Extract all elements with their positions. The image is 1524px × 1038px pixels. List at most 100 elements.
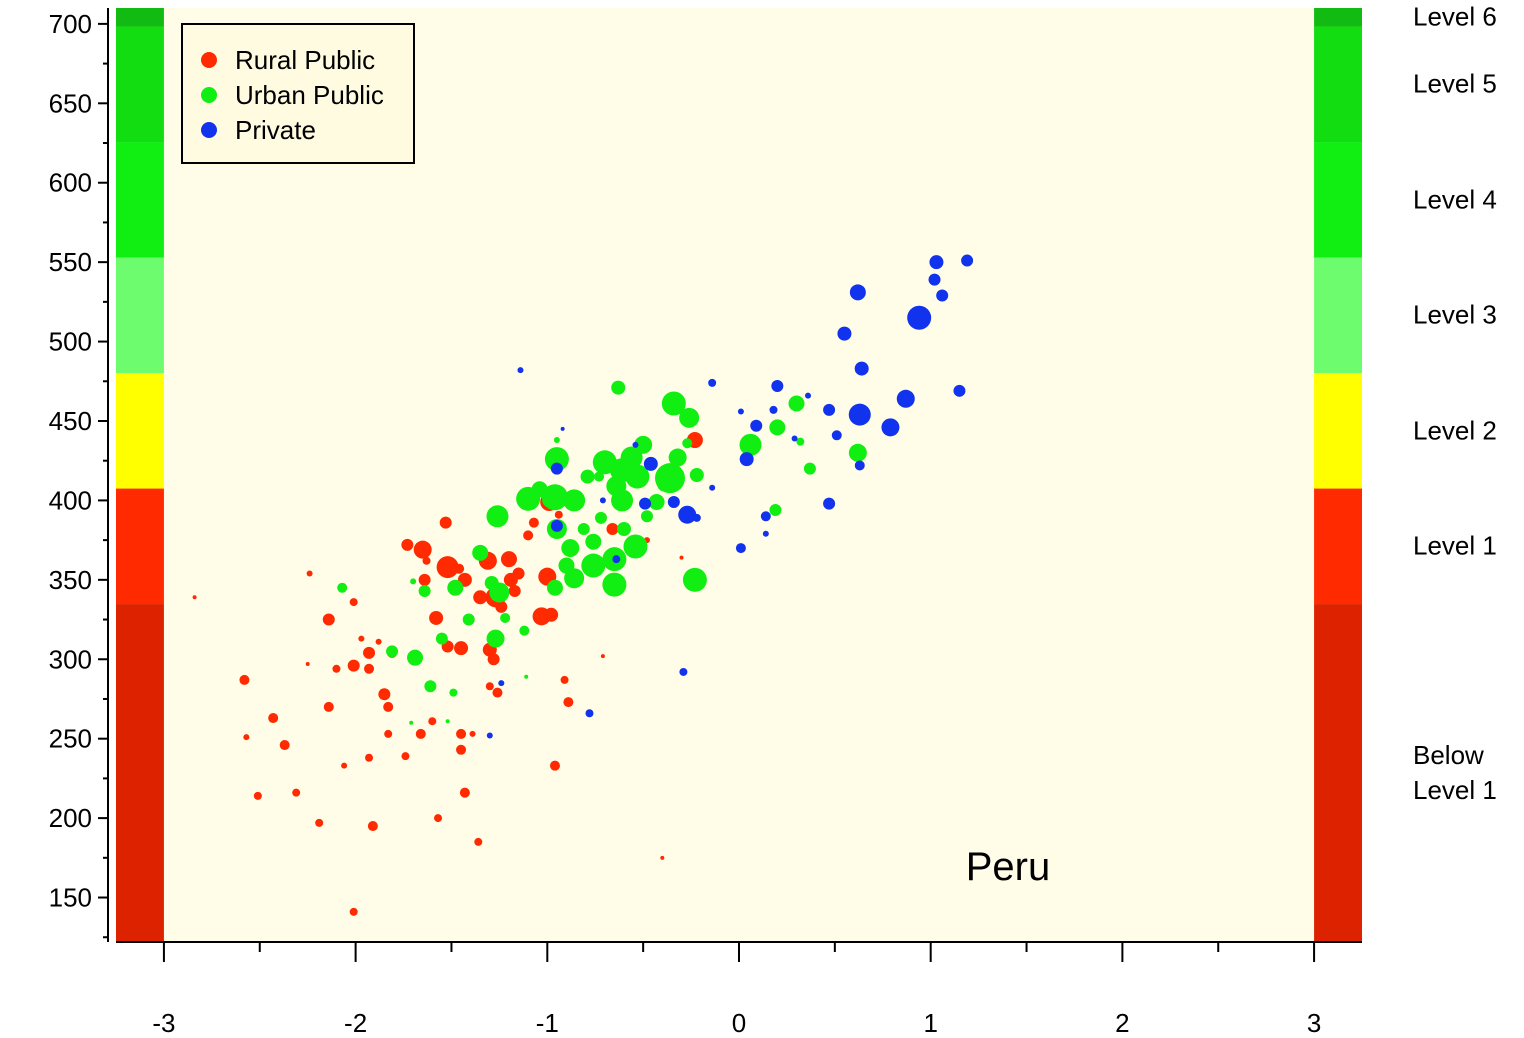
- data-point: [486, 732, 493, 739]
- data-point: [643, 456, 658, 471]
- data-point: [560, 426, 565, 431]
- data-point: [849, 284, 866, 301]
- data-point: [791, 435, 798, 442]
- data-point: [554, 510, 563, 519]
- data-point: [424, 680, 437, 693]
- data-point: [292, 788, 301, 797]
- data-point: [337, 582, 348, 593]
- level-band: [116, 257, 164, 374]
- data-point: [682, 438, 693, 449]
- data-point: [678, 505, 697, 524]
- data-point: [279, 740, 290, 751]
- data-point: [384, 729, 393, 738]
- data-point: [611, 489, 634, 512]
- band-label: Level 1: [1413, 530, 1497, 561]
- level-band: [1314, 488, 1362, 605]
- band-label: Level 2: [1413, 415, 1497, 446]
- y-tick-label: 650: [49, 88, 92, 118]
- data-point: [486, 505, 509, 528]
- band-label: Level 3: [1413, 299, 1497, 330]
- data-point: [544, 607, 559, 622]
- data-point: [769, 503, 782, 516]
- x-tick-label: -3: [152, 1008, 175, 1038]
- data-point: [489, 582, 510, 603]
- level-band: [1314, 26, 1362, 143]
- data-point: [413, 540, 432, 559]
- level-band: [116, 26, 164, 143]
- data-point: [512, 567, 525, 580]
- level-band: [116, 488, 164, 605]
- data-point: [788, 395, 805, 412]
- data-point: [429, 610, 444, 625]
- data-point: [401, 752, 410, 761]
- data-point: [550, 519, 563, 532]
- data-point: [769, 405, 778, 414]
- x-tick-label: 1: [923, 1008, 937, 1038]
- data-point: [517, 367, 524, 374]
- legend-marker: [201, 122, 217, 138]
- level-band: [116, 373, 164, 489]
- level-band: [1314, 257, 1362, 374]
- data-point: [823, 403, 836, 416]
- data-point: [639, 497, 652, 510]
- data-point: [907, 305, 932, 330]
- data-point: [600, 654, 605, 659]
- y-tick-label: 150: [49, 883, 92, 913]
- data-point: [253, 791, 262, 800]
- data-point: [367, 821, 378, 832]
- data-point: [415, 728, 426, 739]
- data-point: [953, 384, 966, 397]
- band-label: Level 5: [1413, 68, 1497, 99]
- legend-label: Private: [235, 115, 316, 145]
- data-point: [383, 701, 394, 712]
- level-band: [116, 604, 164, 942]
- data-point: [585, 533, 602, 550]
- data-point: [611, 380, 626, 395]
- data-point: [439, 516, 452, 529]
- data-point: [640, 510, 653, 523]
- data-point: [549, 760, 560, 771]
- data-point: [363, 646, 376, 659]
- data-point: [848, 443, 867, 462]
- x-tick-label: -1: [536, 1008, 559, 1038]
- data-point: [553, 437, 560, 444]
- data-point: [315, 818, 324, 827]
- data-point: [771, 380, 784, 393]
- data-point: [500, 551, 517, 568]
- data-point: [500, 612, 511, 623]
- data-point: [469, 730, 476, 737]
- x-tick-label: -2: [344, 1008, 367, 1038]
- data-point: [831, 430, 842, 441]
- data-point: [365, 753, 374, 762]
- legend-label: Urban Public: [235, 80, 384, 110]
- x-tick-label: 0: [732, 1008, 746, 1038]
- data-point: [485, 682, 494, 691]
- level-band: [1314, 373, 1362, 489]
- data-point: [524, 674, 529, 679]
- data-point: [364, 663, 375, 674]
- data-point: [594, 471, 605, 482]
- data-point: [560, 675, 569, 684]
- data-point: [305, 662, 310, 667]
- data-point: [487, 653, 500, 666]
- data-point: [708, 378, 717, 387]
- data-point: [544, 447, 569, 472]
- data-point: [349, 598, 358, 607]
- data-point: [550, 462, 563, 475]
- data-point: [492, 687, 503, 698]
- data-point: [602, 572, 627, 597]
- data-point: [679, 555, 684, 560]
- data-point: [769, 419, 786, 436]
- level-band: [116, 142, 164, 258]
- level-band: [116, 8, 164, 27]
- x-tick-label: 2: [1115, 1008, 1129, 1038]
- data-point: [472, 544, 489, 561]
- data-point: [668, 448, 687, 467]
- data-point: [358, 635, 365, 642]
- annotation: Peru: [966, 845, 1051, 889]
- y-tick-label: 600: [49, 168, 92, 198]
- data-point: [332, 664, 341, 673]
- data-point: [486, 629, 505, 648]
- data-point: [929, 255, 944, 270]
- data-point: [648, 494, 665, 511]
